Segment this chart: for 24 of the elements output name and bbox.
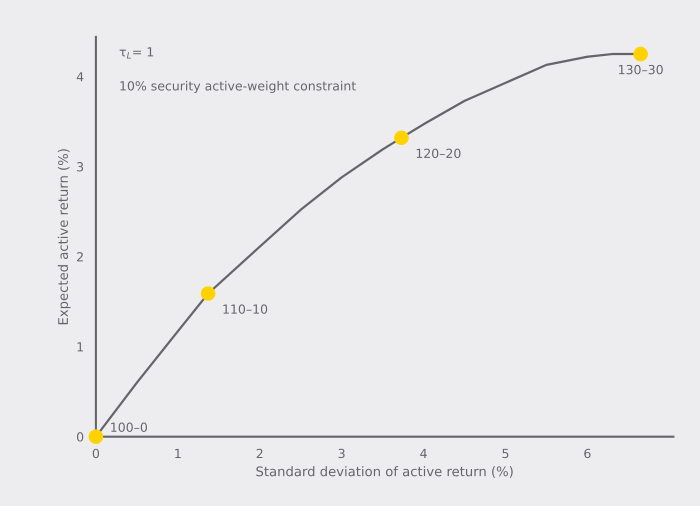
y-tick-label: 1 [78,342,83,352]
x-axis-title: Standard deviation of active return (%) [256,466,513,478]
point [633,46,648,62]
x-tick-label: 5 [502,448,508,458]
annotation: 10% security active-weight constraint [120,80,356,94]
x-tick-label: 6 [584,448,591,458]
x-tick-label: 3 [338,448,345,458]
point [88,429,104,444]
point [394,130,409,146]
y-tick-label: 2 [77,252,83,262]
y-tick-label: 0 [76,432,84,442]
annotation: 130–30 [619,64,663,74]
y-axis-title: Expected active return (%) [58,149,71,324]
x-tick-label: 4 [420,448,427,458]
y-tick-label: 4 [76,72,84,82]
y-tick-label: 3 [77,162,84,172]
annotation: 110–10 [223,304,268,314]
point [200,286,216,301]
annotation: 100–0 [111,422,148,432]
annotation: 120–20 [416,148,461,158]
x-tick-label: 2 [256,448,262,458]
x-tick-label: 1 [175,448,181,458]
x-tick-label: 0 [92,448,100,458]
annotation: τ$_{L}$= 1 [120,47,154,58]
